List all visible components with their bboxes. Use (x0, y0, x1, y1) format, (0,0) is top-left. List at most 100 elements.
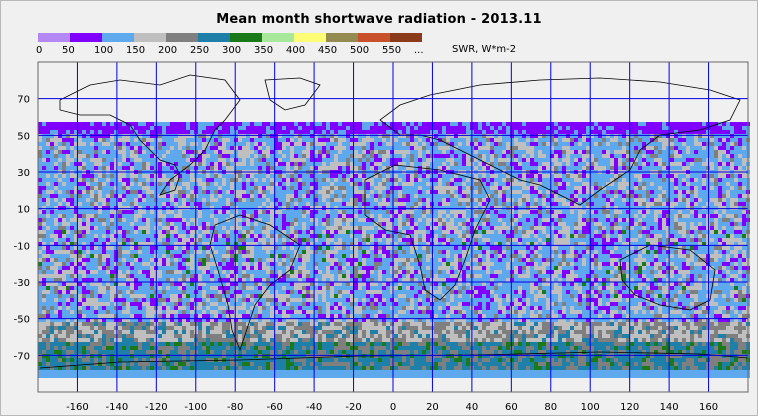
radiation-cell (638, 134, 642, 138)
radiation-cell (474, 230, 478, 234)
radiation-cell (226, 190, 230, 194)
radiation-cell (118, 166, 122, 170)
radiation-cell (506, 218, 510, 222)
radiation-cell (74, 186, 78, 190)
radiation-cell (54, 226, 58, 230)
radiation-cell (90, 134, 94, 138)
radiation-cell (550, 138, 554, 142)
radiation-cell (218, 154, 222, 158)
radiation-cell (502, 226, 506, 230)
radiation-cell (494, 178, 498, 182)
radiation-cell (146, 134, 150, 138)
radiation-cell (698, 218, 702, 222)
radiation-cell (738, 186, 742, 190)
radiation-cell (622, 214, 626, 218)
radiation-cell (714, 162, 718, 166)
radiation-cell (598, 218, 602, 222)
radiation-cell (230, 166, 234, 170)
radiation-cell (730, 150, 734, 154)
radiation-cell (398, 178, 402, 182)
radiation-cell (582, 226, 586, 230)
radiation-cell (446, 130, 450, 134)
radiation-cell (726, 214, 730, 218)
radiation-cell (638, 202, 642, 206)
radiation-cell (466, 210, 470, 214)
radiation-cell (82, 130, 86, 134)
radiation-cell (118, 174, 122, 178)
radiation-cell (522, 154, 526, 158)
radiation-cell (126, 214, 130, 218)
radiation-cell (594, 226, 598, 230)
radiation-cell (558, 214, 562, 218)
radiation-cell (78, 206, 82, 210)
radiation-cell (518, 186, 522, 190)
radiation-cell (354, 210, 358, 214)
radiation-cell (618, 158, 622, 162)
radiation-cell (78, 210, 82, 214)
radiation-cell (46, 202, 50, 206)
radiation-cell (46, 230, 50, 234)
radiation-cell (170, 134, 174, 138)
radiation-cell (134, 202, 138, 206)
radiation-cell (90, 162, 94, 166)
radiation-cell (686, 214, 690, 218)
radiation-cell (318, 174, 322, 178)
radiation-cell (142, 198, 146, 202)
radiation-cell (42, 182, 46, 186)
radiation-cell (454, 166, 458, 170)
radiation-cell (306, 214, 310, 218)
radiation-cell (362, 190, 366, 194)
radiation-cell (686, 166, 690, 170)
radiation-cell (462, 178, 466, 182)
radiation-cell (234, 178, 238, 182)
radiation-cell (186, 150, 190, 154)
radiation-cell (498, 210, 502, 214)
radiation-cell (722, 154, 726, 158)
radiation-cell (566, 230, 570, 234)
radiation-cell (38, 186, 42, 190)
radiation-cell (354, 154, 358, 158)
radiation-cell (570, 182, 574, 186)
radiation-cell (742, 158, 746, 162)
radiation-cell (578, 126, 582, 130)
radiation-cell (662, 146, 666, 150)
radiation-cell (274, 186, 278, 190)
radiation-cell (94, 126, 98, 130)
radiation-cell (418, 138, 422, 142)
radiation-cell (718, 138, 722, 142)
radiation-cell (382, 150, 386, 154)
radiation-cell (726, 178, 730, 182)
radiation-cell (402, 218, 406, 222)
radiation-cell (526, 178, 530, 182)
radiation-cell (734, 202, 738, 206)
radiation-cell (322, 210, 326, 214)
radiation-cell (138, 130, 142, 134)
radiation-cell (94, 162, 98, 166)
radiation-cell (222, 138, 226, 142)
radiation-cell (258, 202, 262, 206)
radiation-cell (706, 210, 710, 214)
radiation-cell (354, 226, 358, 230)
chart-title: Mean month shortwave radiation - 2013.11 (216, 12, 542, 27)
radiation-cell (638, 214, 642, 218)
radiation-cell (626, 218, 630, 222)
radiation-cell (530, 150, 534, 154)
radiation-cell (582, 126, 586, 130)
radiation-cell (650, 222, 654, 226)
radiation-cell (198, 226, 202, 230)
radiation-cell (326, 210, 330, 214)
radiation-cell (334, 158, 338, 162)
radiation-cell (54, 126, 58, 130)
radiation-cell (386, 206, 390, 210)
radiation-cell (710, 178, 714, 182)
radiation-cell (534, 222, 538, 226)
radiation-cell (602, 218, 606, 222)
radiation-cell (366, 190, 370, 194)
radiation-cell (54, 182, 58, 186)
radiation-cell (490, 158, 494, 162)
radiation-cell (686, 182, 690, 186)
radiation-cell (50, 138, 54, 142)
radiation-cell (214, 130, 218, 134)
radiation-cell (418, 134, 422, 138)
radiation-cell (538, 198, 542, 202)
